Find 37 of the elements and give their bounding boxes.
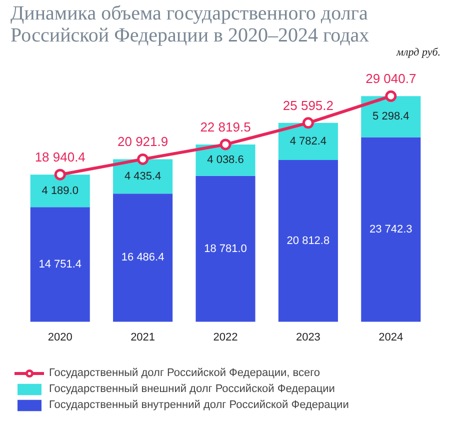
legend-label: Государственный долг Российской Федерации, всего — [49, 366, 320, 380]
bar — [361, 96, 421, 138]
data-label: 4 782.4 — [290, 135, 327, 148]
x-tick-label: 2022 — [213, 332, 238, 344]
bar — [30, 207, 90, 322]
x-tick-label: 2023 — [296, 332, 320, 344]
annotation: млрд руб. — [395, 46, 441, 58]
data-label: 16 486.4 — [121, 252, 164, 264]
data-label: 20 812.8 — [286, 234, 330, 247]
point — [220, 138, 232, 150]
bar — [196, 176, 256, 322]
data-label: 18 781.0 — [204, 242, 247, 255]
point — [302, 117, 314, 129]
data-label: 22 819.5 — [200, 119, 251, 134]
data-label: 14 751.4 — [38, 258, 82, 270]
point — [54, 168, 66, 180]
x-tick-label: 2024 — [378, 332, 404, 344]
legend-label: Государственный внутренний долг Российской Федерации — [49, 398, 349, 412]
data-label: 4 189.0 — [42, 184, 78, 197]
point — [137, 153, 149, 165]
data-label: 29 040.7 — [366, 71, 416, 86]
bar — [113, 194, 173, 322]
data-label: 4 435.4 — [124, 170, 162, 182]
point — [385, 90, 397, 102]
bar — [278, 160, 338, 322]
data-label: 4 038.6 — [207, 154, 244, 166]
data-label: 18 940.4 — [34, 150, 86, 165]
data-label: 23 742.3 — [369, 224, 412, 236]
legend-label: Государственный внешний долг Российской Федерации — [49, 382, 335, 396]
x-tick-label: 2020 — [48, 332, 72, 344]
data-label: 5 298.4 — [372, 110, 410, 123]
x-tick-label: 2021 — [130, 332, 156, 344]
bar — [361, 137, 421, 322]
text: Динамика объема государственного долга Российской Федерации в 2020–2024 годах — [10, 2, 370, 46]
data-label: 25 595.2 — [282, 98, 334, 113]
data-label: 20 921.9 — [118, 134, 168, 150]
bar — [30, 174, 90, 208]
